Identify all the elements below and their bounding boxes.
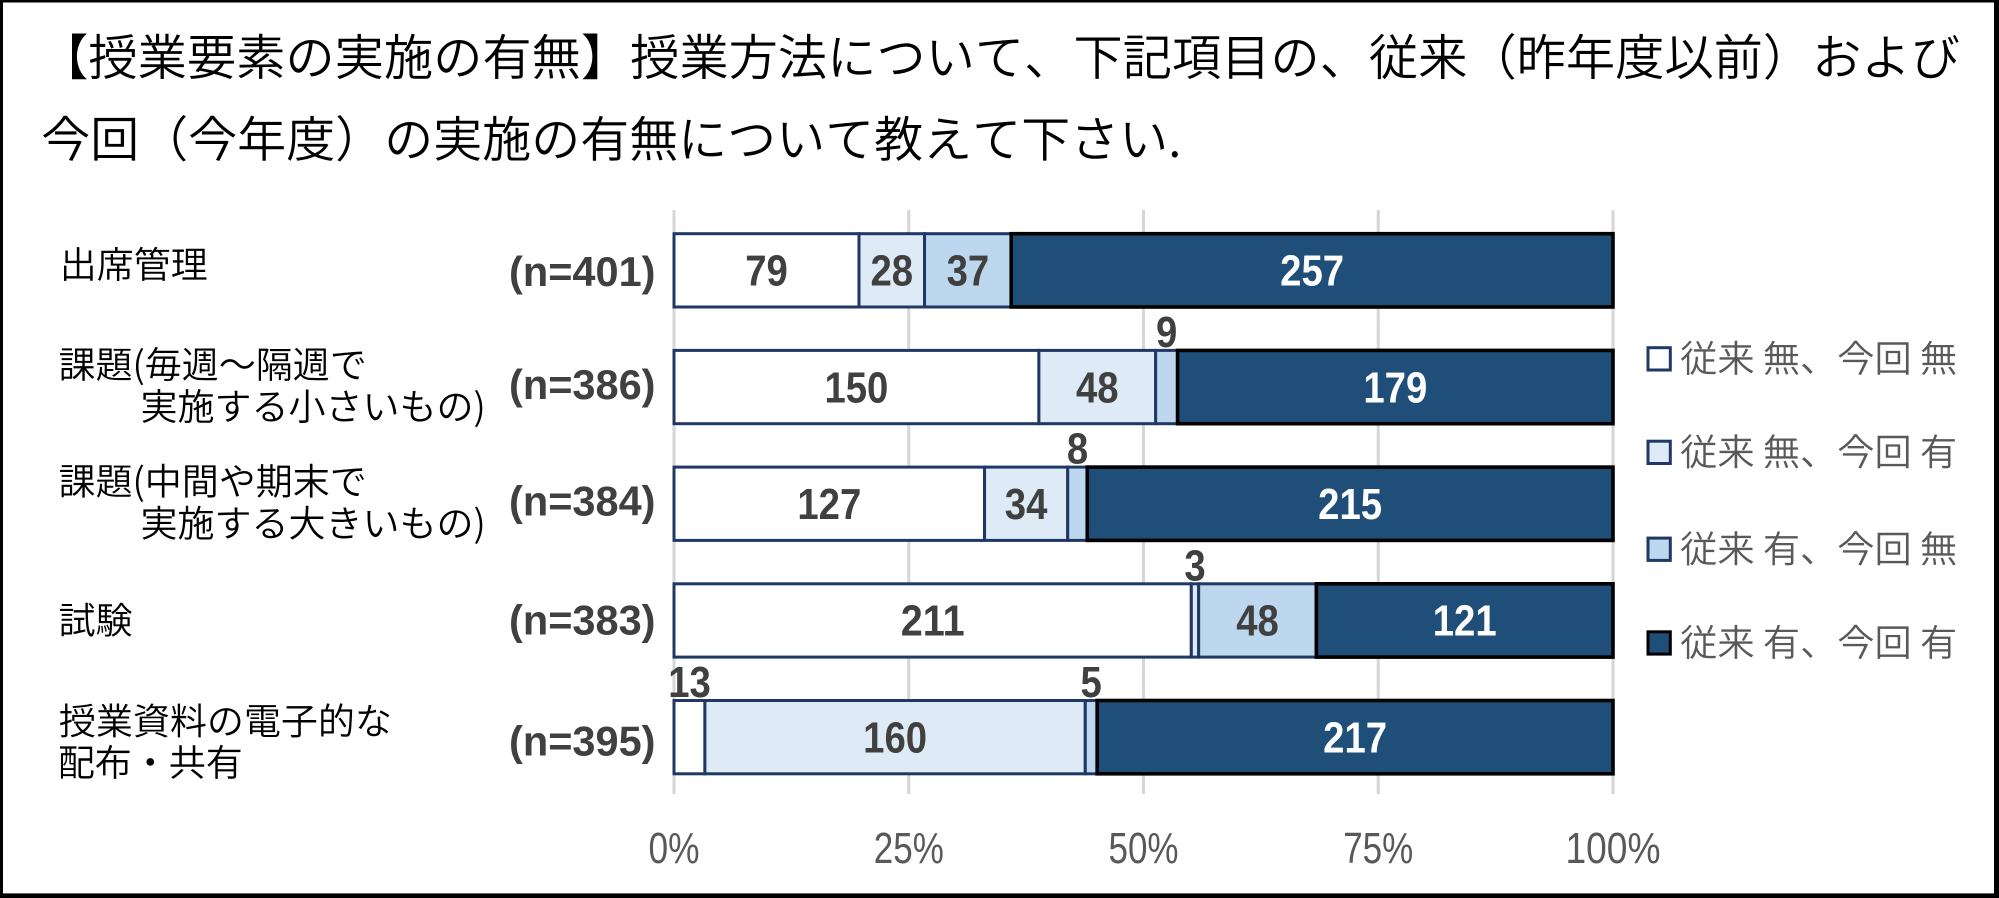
svg-text:5: 5 bbox=[1081, 659, 1102, 707]
svg-text:257: 257 bbox=[1280, 248, 1344, 296]
svg-text:(n=383): (n=383) bbox=[509, 597, 655, 644]
svg-text:9: 9 bbox=[1156, 309, 1177, 357]
svg-text:(n=386): (n=386) bbox=[509, 361, 655, 408]
svg-text:0%: 0% bbox=[649, 824, 700, 873]
svg-text:79: 79 bbox=[745, 248, 788, 296]
svg-text:(n=401): (n=401) bbox=[509, 248, 655, 295]
svg-text:217: 217 bbox=[1323, 714, 1387, 762]
svg-text:(n=395): (n=395) bbox=[509, 718, 655, 765]
svg-text:48: 48 bbox=[1076, 364, 1119, 412]
svg-text:(n=384): (n=384) bbox=[509, 478, 655, 525]
svg-text:127: 127 bbox=[797, 481, 861, 529]
svg-text:121: 121 bbox=[1433, 598, 1497, 646]
svg-text:48: 48 bbox=[1236, 598, 1279, 646]
svg-text:37: 37 bbox=[947, 248, 990, 296]
svg-text:100%: 100% bbox=[1566, 824, 1661, 873]
svg-text:150: 150 bbox=[824, 364, 888, 412]
svg-text:179: 179 bbox=[1363, 364, 1427, 412]
svg-text:34: 34 bbox=[1005, 481, 1048, 529]
svg-text:3: 3 bbox=[1184, 542, 1205, 590]
svg-text:160: 160 bbox=[863, 714, 927, 762]
svg-text:13: 13 bbox=[668, 659, 711, 707]
svg-text:215: 215 bbox=[1318, 481, 1382, 529]
svg-text:211: 211 bbox=[901, 598, 965, 646]
svg-text:8: 8 bbox=[1067, 426, 1088, 474]
svg-text:28: 28 bbox=[871, 248, 914, 296]
svg-text:75%: 75% bbox=[1343, 824, 1413, 873]
svg-text:50%: 50% bbox=[1109, 824, 1179, 873]
svg-text:25%: 25% bbox=[874, 824, 944, 873]
